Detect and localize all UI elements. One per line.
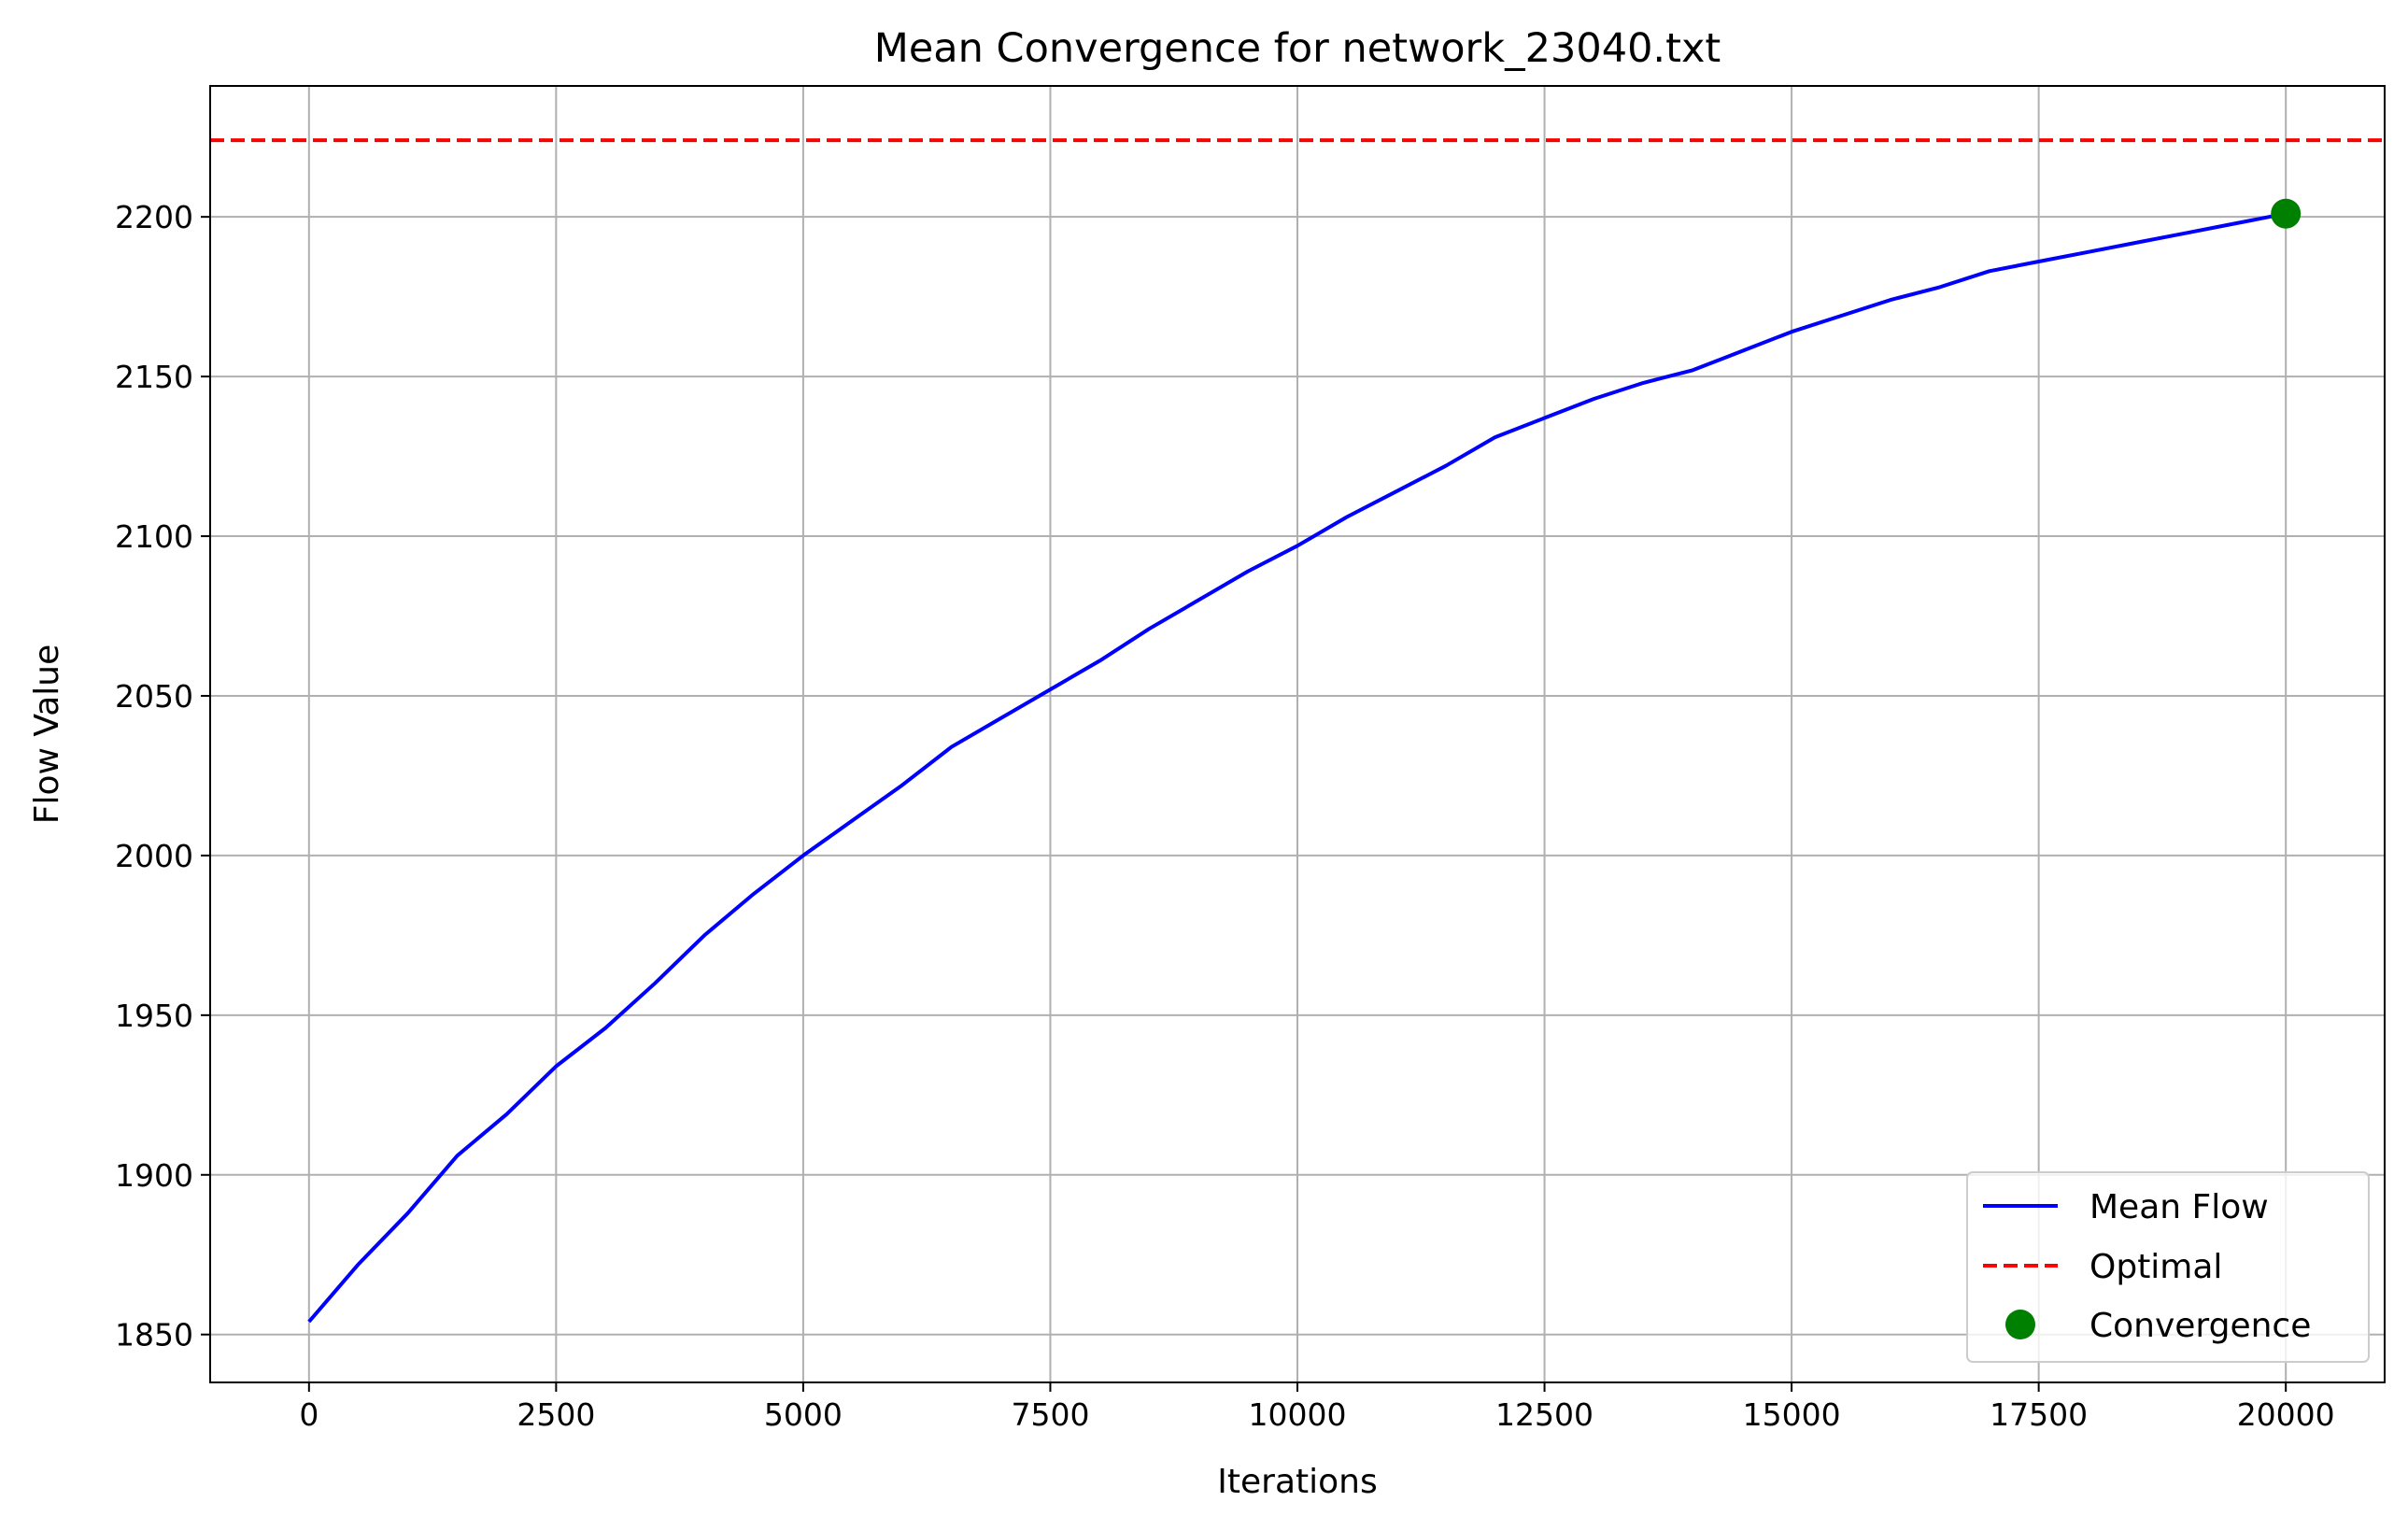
legend-label-optimal: Optimal [2089,1248,2222,1286]
legend-label-mean-flow: Mean Flow [2089,1188,2269,1226]
legend-frame [1966,1171,2370,1363]
series-layer [307,211,2287,1324]
mean-flow-line [307,211,2287,1324]
y-tick-label: 2000 [115,838,193,874]
x-tick-label: 10000 [1249,1396,1347,1433]
x-tick-label: 0 [299,1396,319,1433]
y-tick-label: 1850 [115,1317,193,1353]
chart-title: Mean Convergence for network_23040.txt [874,25,1721,72]
x-axis-ticks: 0 2500 5000 7500 10000 12500 15000 17500 20000 [299,1382,2335,1433]
y-tick-label: 1950 [115,998,193,1034]
y-axis-label: Flow Value [28,645,66,824]
y-tick-label: 2150 [115,359,193,395]
x-tick-label: 5000 [764,1396,843,1433]
legend-swatch-convergence [2005,1310,2035,1339]
legend: Mean Flow Optimal Convergence [1966,1171,2370,1363]
convergence-marker [2271,198,2302,229]
y-tick-label: 2050 [115,678,193,715]
y-tick-label: 2100 [115,518,193,555]
y-tick-label: 2200 [115,199,193,235]
x-tick-label: 15000 [1743,1396,1841,1433]
x-tick-label: 12500 [1495,1396,1594,1433]
legend-label-convergence: Convergence [2089,1307,2311,1345]
x-tick-label: 17500 [1990,1396,2088,1433]
x-tick-label: 2500 [517,1396,595,1433]
x-tick-label: 7500 [1011,1396,1089,1433]
y-tick-label: 1900 [115,1157,193,1194]
marker-layer [2271,198,2302,229]
x-axis-label: Iterations [1217,1463,1377,1501]
x-tick-label: 20000 [2237,1396,2335,1433]
y-axis-ticks: 1850 1900 1950 2000 2050 2100 2150 2200 [115,199,210,1353]
